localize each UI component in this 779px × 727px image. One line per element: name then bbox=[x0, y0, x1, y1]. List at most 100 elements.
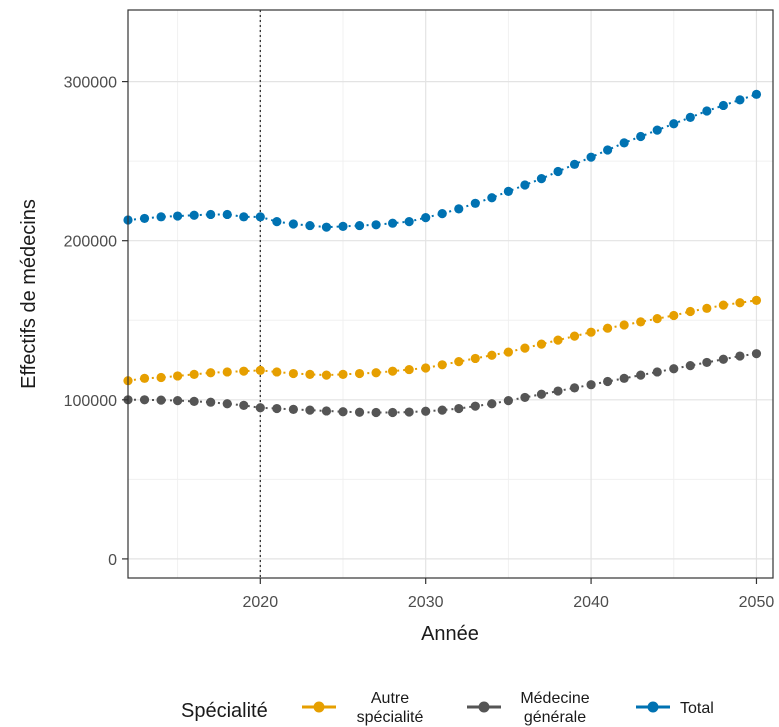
data-point bbox=[206, 368, 216, 378]
data-point bbox=[404, 407, 414, 417]
data-point bbox=[206, 397, 216, 407]
data-point bbox=[272, 367, 282, 377]
legend-key-point bbox=[647, 701, 659, 713]
data-point bbox=[189, 369, 199, 379]
data-point bbox=[255, 212, 265, 222]
data-point bbox=[586, 380, 596, 390]
y-tick-label: 0 bbox=[108, 552, 117, 569]
data-point bbox=[536, 389, 547, 399]
series-line bbox=[127, 93, 757, 229]
legend-item: Médecine générale bbox=[467, 690, 590, 726]
data-point bbox=[388, 366, 398, 376]
data-point bbox=[569, 383, 580, 393]
data-point bbox=[288, 404, 298, 414]
axis-ticks: 2020 2030 2040 2050 0 100000 200000 300000 bbox=[64, 75, 775, 611]
series-m-decine-g-n-rale bbox=[123, 349, 762, 418]
data-point bbox=[470, 198, 480, 208]
data-point bbox=[520, 180, 530, 190]
plot-border bbox=[127, 9, 774, 579]
data-point bbox=[222, 367, 232, 377]
legend-item: Autre spécialité bbox=[302, 690, 423, 726]
data-point bbox=[156, 372, 166, 383]
legend-label: Total bbox=[680, 700, 714, 717]
data-point bbox=[421, 213, 431, 223]
y-tick-label: 300000 bbox=[64, 75, 117, 92]
data-point bbox=[388, 218, 398, 228]
data-point bbox=[404, 217, 414, 227]
data-point bbox=[636, 317, 646, 327]
grid bbox=[128, 10, 773, 578]
data-point bbox=[305, 369, 315, 379]
y-tick-label: 200000 bbox=[64, 234, 117, 251]
y-tick-label: 100000 bbox=[64, 393, 117, 410]
data-point bbox=[338, 221, 348, 231]
data-point bbox=[702, 303, 712, 313]
data-point bbox=[421, 363, 431, 373]
data-point bbox=[503, 395, 513, 406]
data-point bbox=[487, 350, 497, 360]
data-point bbox=[636, 370, 646, 380]
data-point bbox=[156, 212, 166, 222]
data-point bbox=[735, 95, 745, 105]
x-tick-label: 2050 bbox=[739, 594, 775, 611]
data-point bbox=[586, 327, 596, 337]
data-point bbox=[470, 401, 480, 411]
data-point bbox=[404, 364, 414, 375]
data-point bbox=[437, 405, 447, 415]
y-axis-title: Effectifs de médecins bbox=[18, 199, 40, 389]
data-point bbox=[189, 210, 199, 220]
data-point bbox=[272, 217, 282, 227]
data-point bbox=[139, 373, 150, 383]
data-point bbox=[371, 407, 381, 418]
legend-label: spécialité bbox=[357, 709, 424, 726]
legend-title: Spécialité bbox=[181, 700, 268, 722]
plot-background bbox=[128, 10, 773, 578]
data-point bbox=[222, 209, 232, 220]
data-point bbox=[206, 209, 216, 220]
data-point bbox=[437, 209, 447, 219]
data-point bbox=[321, 222, 332, 232]
data-point bbox=[652, 367, 662, 377]
legend-label: Médecine bbox=[520, 690, 589, 707]
data-point bbox=[553, 386, 563, 396]
data-point bbox=[173, 211, 183, 221]
data-point bbox=[354, 407, 365, 417]
data-point bbox=[173, 371, 183, 381]
series-layer bbox=[123, 89, 762, 418]
data-point bbox=[619, 138, 629, 148]
data-point bbox=[388, 407, 398, 418]
data-point bbox=[222, 399, 232, 409]
data-point bbox=[603, 376, 613, 387]
data-point bbox=[636, 131, 646, 142]
data-point bbox=[536, 339, 547, 349]
data-point bbox=[470, 353, 480, 364]
data-point bbox=[139, 213, 150, 224]
data-point bbox=[702, 357, 712, 368]
x-axis-title: Année bbox=[421, 623, 479, 645]
data-point bbox=[553, 166, 563, 177]
data-point bbox=[569, 159, 580, 169]
data-point bbox=[669, 119, 679, 129]
data-point bbox=[288, 368, 298, 379]
data-point bbox=[652, 314, 662, 324]
data-point bbox=[454, 403, 464, 414]
data-point bbox=[305, 220, 315, 231]
data-point bbox=[354, 220, 365, 231]
data-point bbox=[735, 298, 745, 308]
data-point bbox=[156, 395, 166, 405]
legend-items: Autre spécialité Médecine générale Total bbox=[302, 690, 714, 726]
data-point bbox=[751, 349, 762, 359]
data-point bbox=[669, 364, 679, 374]
series-total bbox=[123, 89, 762, 232]
data-point bbox=[421, 406, 431, 416]
data-point bbox=[255, 403, 265, 413]
data-point bbox=[338, 407, 348, 417]
data-point bbox=[321, 370, 332, 380]
data-point bbox=[487, 193, 497, 203]
data-point bbox=[685, 360, 695, 371]
x-tick-label: 2020 bbox=[243, 594, 279, 611]
data-point bbox=[272, 403, 282, 414]
data-point bbox=[189, 396, 199, 406]
data-point bbox=[619, 373, 629, 383]
